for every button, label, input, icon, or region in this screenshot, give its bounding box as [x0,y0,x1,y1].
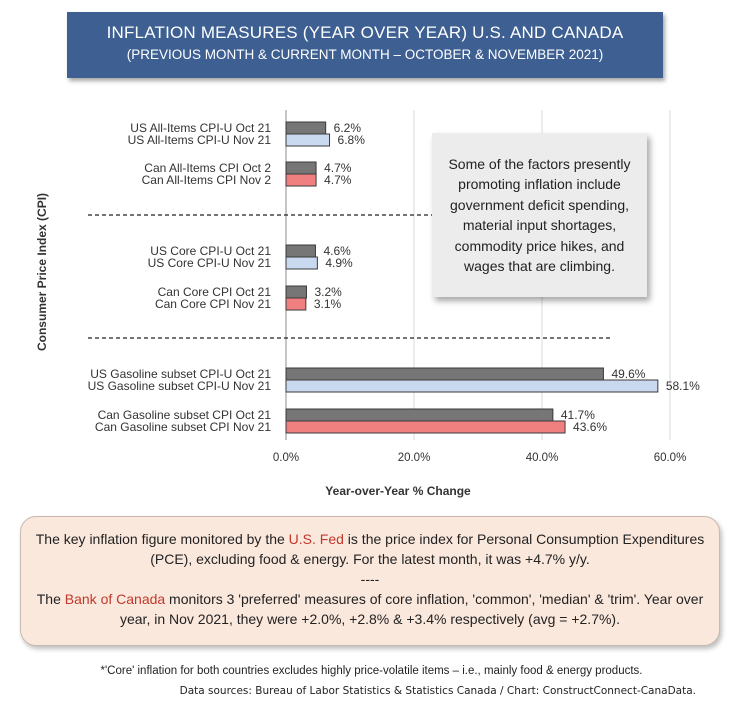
category-label: US All-Items CPI-U Oct 21 [130,121,271,135]
info-boc-highlight: Bank of Canada [64,591,166,607]
data-sources: Data sources: Bureau of Labor Statistics… [179,685,696,697]
bar [285,285,307,299]
bar [285,408,554,422]
info-box: The key inflation figure monitored by th… [20,516,720,646]
bar [285,173,317,187]
footnote: *'Core' inflation for both countries exc… [100,665,643,677]
data-label: 41.7% [561,408,595,422]
bar [285,133,331,147]
chart-title: INFLATION MEASURES (YEAR OVER YEAR) U.S.… [106,23,624,42]
bar [285,379,659,393]
category-label: US Gasoline subset CPI-U Oct 21 [90,367,271,381]
bar [285,297,307,311]
bar [285,420,566,434]
data-label: 49.6% [611,367,645,381]
bar [285,367,604,381]
x-tick-label: 40.0% [526,452,559,464]
category-label: US Core CPI-U Oct 21 [150,244,271,258]
chart-subtitle: (PREVIOUS MONTH & CURRENT MONTH – OCTOBE… [126,47,604,62]
category-label: Can All-Items CPI Oct 2 [144,161,271,175]
info-separator: ---- [360,571,380,587]
info-boc-text-b: monitors 3 'preferred' measures of core … [119,591,704,627]
data-label: 4.6% [323,244,351,258]
x-tick-label: 0.0% [273,452,299,464]
x-tick-label: 20.0% [398,452,431,464]
bar-chart: 0.0% 20.0% 40.0% 60.0% US All-Items CPI-U Oc… [35,110,700,498]
category-label: Can Core CPI Oct 21 [158,285,272,299]
data-label: 43.6% [573,420,607,434]
bar [285,121,327,135]
info-fed-text-b: is the price index for Personal Consumpt… [150,531,705,567]
category-label: US Core CPI-U Nov 21 [148,256,272,270]
category-label: Can Gasoline subset CPI Oct 21 [98,408,272,422]
factors-callout: Some of the factors presently promoting … [432,133,647,297]
category-label: US All-Items CPI-U Nov 21 [128,133,272,147]
data-label: 4.7% [324,161,352,175]
x-tick-label: 60.0% [654,452,687,464]
data-label: 6.2% [334,121,362,135]
data-label: 58.1% [666,379,700,393]
category-label: Can All-Items CPI Nov 2 [142,173,272,187]
data-label: 4.7% [324,173,352,187]
bar [285,161,317,175]
x-axis-title: Year-over-Year % Change [325,484,471,498]
category-label: Can Core CPI Nov 21 [155,297,271,311]
info-fed-text-a: The key inflation figure monitored by th… [35,531,289,547]
factors-callout-text: Some of the factors presently promoting … [448,155,631,275]
bar [285,256,318,270]
chart-title-banner: INFLATION MEASURES (YEAR OVER YEAR) U.S.… [67,12,663,78]
category-label: Can Gasoline subset CPI Nov 21 [95,420,271,434]
data-label: 3.1% [314,297,342,311]
info-paragraph-fed: The key inflation figure monitored by th… [21,529,719,569]
info-paragraph-boc: The Bank of Canada monitors 3 'preferred… [21,589,719,629]
category-label: US Gasoline subset CPI-U Nov 21 [88,379,272,393]
info-boc-text-a: The [36,591,65,607]
data-label: 3.2% [314,285,342,299]
bar [285,244,316,258]
y-axis-title: Consumer Price Index (CPI) [35,193,49,351]
info-fed-highlight: U.S. Fed [288,531,344,547]
data-label: 6.8% [338,133,366,147]
data-label: 4.9% [325,256,353,270]
